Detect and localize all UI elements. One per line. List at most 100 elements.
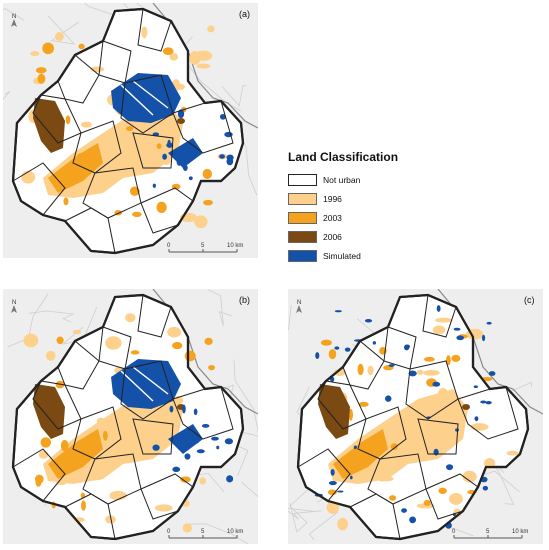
urban-2003-patch <box>451 354 461 362</box>
legend-swatch-simulated <box>288 249 317 262</box>
scale-label: 5 <box>201 529 205 535</box>
scale-label: 10 km <box>227 243 243 249</box>
simulated-patch <box>432 381 441 387</box>
simulated-patch <box>349 475 353 480</box>
urban-1996-patch <box>141 26 148 39</box>
district-boundary <box>82 167 142 219</box>
simulated-patch <box>330 469 335 476</box>
district-boundary <box>132 418 174 455</box>
urban-1996-patch <box>23 333 39 348</box>
map-panel-b[interactable]: N 0 5 10 km (b) <box>3 289 258 544</box>
urban-1996-patch <box>55 32 64 42</box>
urban-2003-patch <box>60 440 69 452</box>
urban-1996-patch <box>72 329 82 335</box>
district-boundaries <box>12 294 234 540</box>
urban-2006-zone <box>318 384 350 439</box>
simulated-zone <box>168 424 203 454</box>
simulated-patch <box>216 445 220 450</box>
urban-1996-patch <box>125 313 136 323</box>
urban-2003-patch <box>389 495 397 501</box>
district-boundary <box>357 406 407 460</box>
urban-2003-patch <box>92 434 100 439</box>
road <box>241 481 258 498</box>
legend-swatch-2003 <box>288 211 317 224</box>
urban-2003-patch <box>423 356 435 362</box>
simulated-patch <box>408 370 417 377</box>
district-boundary <box>132 132 174 169</box>
simulated-patch <box>482 485 489 491</box>
urban-2003-patch <box>390 443 398 451</box>
map-panel-a[interactable]: N 0 5 10 km (a) <box>3 3 258 258</box>
road <box>233 359 258 437</box>
simulated-patch <box>372 341 377 345</box>
urban-1996-patch <box>337 517 349 531</box>
simulated-patch <box>166 142 174 148</box>
north-label: N <box>12 300 16 306</box>
urban-1996-patch <box>167 326 182 338</box>
map-b: N 0 5 10 km <box>7 289 258 544</box>
urban-1996-patch <box>367 365 374 376</box>
urban-2003-patch <box>162 47 174 55</box>
district-boundary <box>367 453 427 505</box>
urban-2003-patch <box>77 152 85 159</box>
simulated-patch <box>201 424 210 428</box>
scale-bar: 0 5 10 km <box>452 529 528 539</box>
urban-1996-patch <box>105 515 116 524</box>
urban-1996-patch <box>194 50 213 61</box>
urban-2003-patch <box>202 168 213 180</box>
urban-1996-patch <box>196 63 211 69</box>
road <box>120 80 169 116</box>
legend-item-simulated: Simulated <box>288 246 418 265</box>
north-label: N <box>297 300 301 306</box>
urban-2003-patch <box>132 211 142 218</box>
simulated-patch <box>485 401 492 405</box>
simulated-patch <box>403 344 410 351</box>
district-boundary <box>417 418 459 455</box>
simulated-patch <box>486 321 492 325</box>
urban-1996-patch <box>449 493 463 505</box>
north-arrow-icon <box>296 305 302 313</box>
urban-1996-patch <box>88 472 105 481</box>
legend-title: Land Classification <box>288 150 399 164</box>
district-boundary <box>120 360 174 420</box>
simulated-patch <box>456 335 465 341</box>
urban-1996-patch <box>470 423 489 431</box>
urban-1996-patch <box>435 317 453 323</box>
urban-2003-patch <box>203 199 214 206</box>
simulated-patch <box>328 480 337 486</box>
district-boundary <box>82 453 142 505</box>
simulated-patch <box>337 490 344 493</box>
urban-2003-patch <box>78 43 85 50</box>
scale-label: 10 km <box>512 529 528 535</box>
map-panel-c[interactable]: N 0 5 10 km (c) <box>288 289 543 544</box>
urban-2003-patch <box>129 186 140 196</box>
urban-2006-patch <box>462 404 470 410</box>
urban-1996-patch <box>169 53 179 61</box>
simulated-patch <box>177 109 185 119</box>
urban-1996-patch <box>105 336 122 350</box>
simulated-patch <box>436 305 441 312</box>
simulated-patch <box>401 508 407 513</box>
scale-label: 5 <box>486 529 490 535</box>
urban-1996-patch <box>96 417 106 425</box>
simulated-patch <box>473 385 478 389</box>
urban-2003-patch <box>328 349 337 360</box>
urban-2003-patch <box>40 437 52 448</box>
urban-1996-patch <box>423 369 440 376</box>
urban-1996-patch <box>109 490 127 501</box>
simulated-patch <box>334 346 340 350</box>
urban-2003-zone <box>48 429 103 479</box>
simulated-patch <box>315 352 320 360</box>
urban-2003-patch <box>102 430 108 441</box>
simulated-patch <box>353 445 357 450</box>
urban-2003-patch <box>180 476 191 483</box>
map-c: N 0 5 10 km <box>288 289 543 541</box>
scale-label: 5 <box>201 243 205 249</box>
urban-2003-patch <box>125 126 134 131</box>
legend-label: Not urban <box>323 174 361 185</box>
north-arrow: N <box>296 300 302 313</box>
urban-2003-patch <box>327 489 337 496</box>
urban-2003-patch <box>156 143 162 149</box>
urban-1996-patch <box>130 432 138 442</box>
urban-2006-zone <box>33 384 65 439</box>
